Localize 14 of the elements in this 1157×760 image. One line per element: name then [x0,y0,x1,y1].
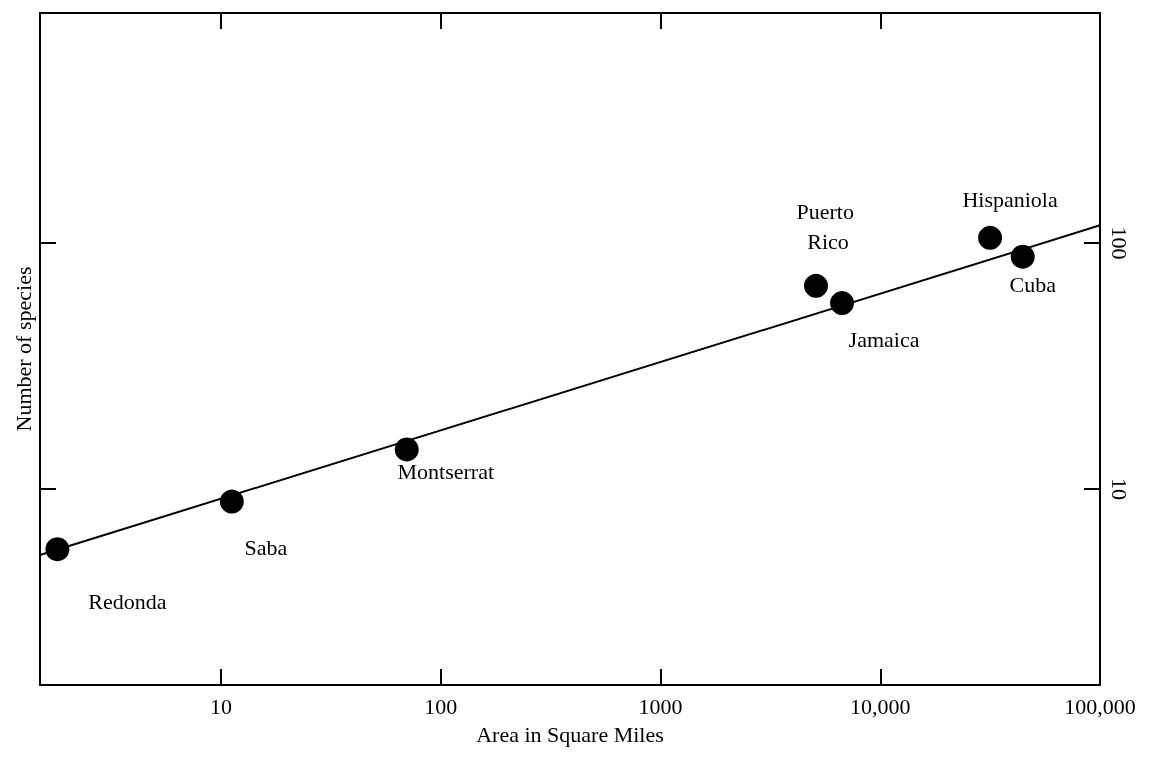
x-tick-label: 100 [424,693,458,719]
x-tick-label: 1000 [638,693,683,719]
y-axis-title: Number of species [10,266,36,432]
x-axis-title: Area in Square Miles [476,721,664,747]
x-tick-label: 10 [210,693,233,719]
annotation: Hispaniola [962,187,1058,213]
annotation: Cuba [1009,272,1057,298]
annotation: Saba [244,535,288,561]
annotation: Redonda [88,588,167,614]
annotation: Puerto Rico [796,199,860,255]
x-tick-label: 100,000 [1064,693,1136,719]
annotation: Jamaica [848,326,920,352]
annotation: Montserrat [397,458,495,484]
x-tick-label: 10,000 [850,693,911,719]
